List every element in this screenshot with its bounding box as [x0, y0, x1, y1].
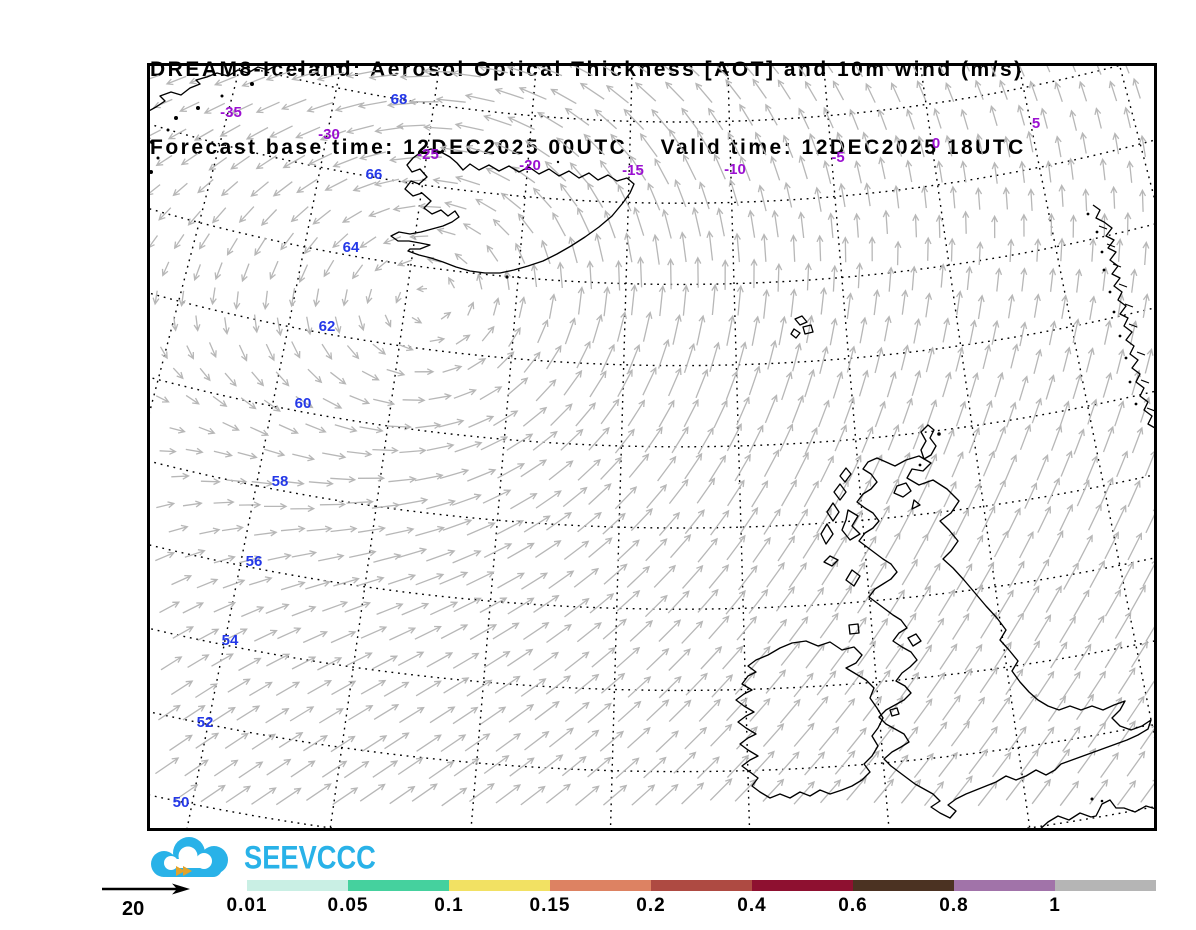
longitude-label: -15 [622, 162, 644, 179]
legend-tick-label: 0.8 [939, 895, 969, 916]
legend-tick-label: 1 [1049, 895, 1061, 916]
latitude-label: 60 [295, 395, 312, 412]
legend-color-segment [651, 880, 752, 891]
longitude-label: -20 [519, 157, 541, 174]
seevccc-logo: SEEVCCC [146, 835, 394, 881]
legend-tick-label: 0.1 [434, 895, 464, 916]
legend-tick-label: 0.6 [838, 895, 868, 916]
longitude-label: 5 [1032, 115, 1040, 132]
latitude-label: 58 [272, 473, 289, 490]
legend-tick-label: 0.01 [226, 895, 268, 916]
wind-reference-value: 20 [122, 898, 145, 920]
legend-color-segment [1055, 880, 1156, 891]
legend-tick-label: 0.2 [636, 895, 666, 916]
legend-tick-label: 0.4 [737, 895, 767, 916]
latitude-label: 66 [366, 166, 383, 183]
cloud-icon [151, 837, 228, 877]
legend-color-segment [752, 880, 853, 891]
longitude-label: -30 [318, 126, 340, 143]
legend-tick-label: 0.15 [529, 895, 571, 916]
latitude-label: 52 [197, 714, 214, 731]
legend-tick-label: 0.05 [327, 895, 369, 916]
longitude-label: -25 [417, 146, 439, 163]
latitude-label: 56 [246, 553, 263, 570]
longitude-label: -35 [220, 104, 242, 121]
longitude-label: 0 [932, 135, 940, 152]
map-border [147, 63, 1157, 831]
legend-color-segment [550, 880, 651, 891]
latitude-label: 64 [343, 239, 360, 256]
wind-reference-arrow-icon [102, 883, 190, 895]
latitude-label: 62 [319, 318, 336, 335]
latitude-label: 54 [222, 632, 239, 649]
wind-reference: 20 [98, 878, 193, 923]
latitude-label: 50 [173, 794, 190, 811]
legend-color-segment [853, 880, 954, 891]
legend-color-segment [954, 880, 1055, 891]
aot-legend-bar [247, 880, 1156, 891]
legend-color-segment [449, 880, 550, 891]
legend-color-segment [247, 880, 348, 891]
longitude-label: -5 [831, 149, 844, 166]
longitude-label: -10 [724, 161, 746, 178]
legend-color-segment [348, 880, 449, 891]
logo-text: SEEVCCC [244, 839, 376, 876]
latitude-label: 68 [391, 91, 408, 108]
